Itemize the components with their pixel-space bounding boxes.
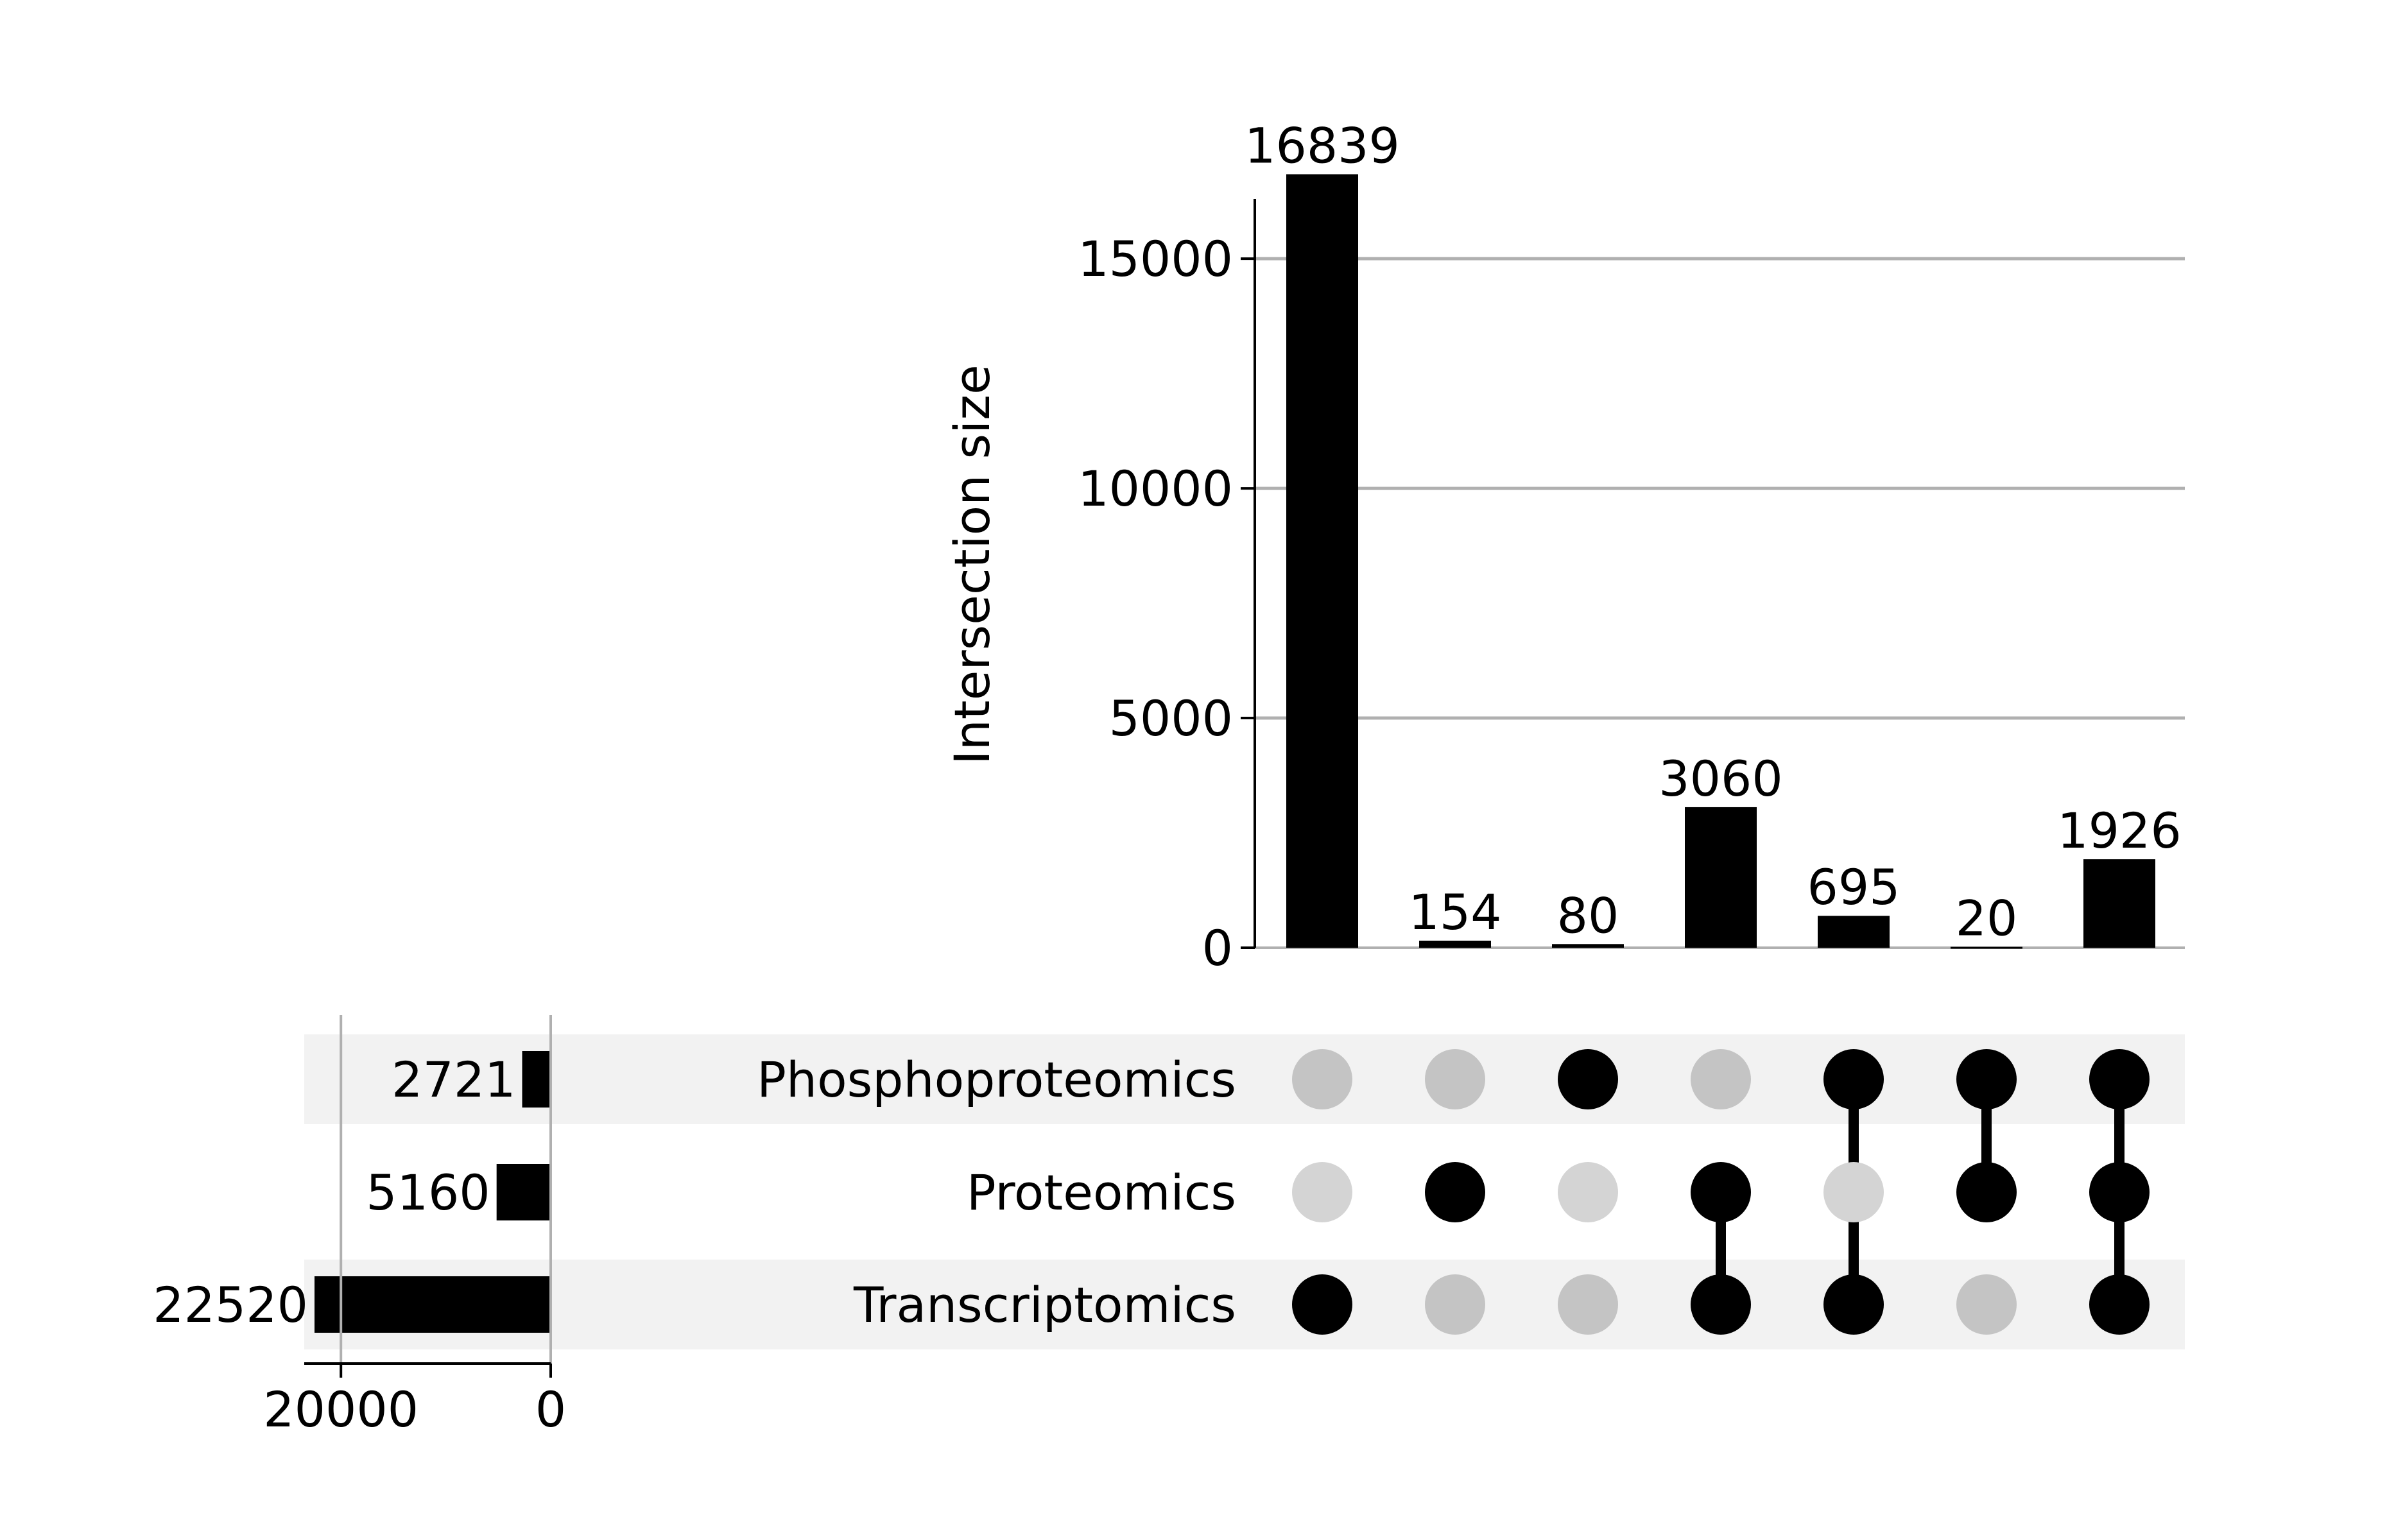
set-size-bar <box>496 1164 551 1220</box>
matrix-row-shading <box>304 1034 2185 1349</box>
active-dot <box>1956 1049 2017 1109</box>
intersection-bar-label: 80 <box>1557 887 1619 944</box>
set-size-label: 2721 <box>392 1051 515 1108</box>
y-tick-label: 5000 <box>1109 690 1233 747</box>
active-dot <box>1823 1049 1884 1109</box>
intersection-bar <box>1286 174 1358 948</box>
set-size-label: 5160 <box>366 1164 490 1221</box>
active-dot <box>1823 1274 1884 1335</box>
set-size-bar <box>315 1276 551 1333</box>
active-dot <box>1425 1162 1485 1222</box>
intersection-bar <box>1685 807 1757 948</box>
set-axis-tick-label: 0 <box>535 1381 566 1438</box>
intersection-bar-label: 1926 <box>2057 802 2181 859</box>
membership-dots <box>1292 1049 2150 1335</box>
inactive-dot <box>1558 1162 1618 1222</box>
inactive-dot <box>1425 1274 1485 1335</box>
y-tick-label: 15000 <box>1078 230 1233 287</box>
inactive-dot <box>1425 1049 1485 1109</box>
intersection-bar-label: 695 <box>1807 859 1900 916</box>
inactive-dot <box>1292 1162 1352 1222</box>
row-shade-transcriptomics <box>304 1260 2185 1349</box>
set-name-label: Phosphoproteomics <box>757 1051 1236 1108</box>
set-size-bar <box>522 1051 551 1108</box>
set-size-labels: 2721 5160 22520 <box>153 1051 515 1333</box>
active-dot <box>2089 1274 2150 1335</box>
intersection-bar <box>2083 859 2155 948</box>
active-dot <box>2089 1049 2150 1109</box>
intersection-bar-label: 20 <box>1956 890 2018 947</box>
set-name-labels: Phosphoproteomics Proteomics Transcriptomi… <box>757 1051 1236 1333</box>
active-dot <box>1691 1274 1751 1335</box>
active-dot <box>2089 1162 2150 1222</box>
intersection-bar <box>1951 946 2022 949</box>
inactive-dot <box>1823 1162 1884 1222</box>
intersection-bars <box>1286 174 2155 949</box>
intersection-size-axis: 0 5000 10000 15000 <box>1078 199 1256 977</box>
set-name-label: Proteomics <box>967 1164 1236 1221</box>
set-size-axis: 20000 0 <box>263 1015 566 1438</box>
active-dot <box>1292 1274 1352 1335</box>
active-dot <box>1558 1049 1618 1109</box>
inactive-dot <box>1956 1274 2017 1335</box>
intersection-bar-label: 3060 <box>1659 750 1782 807</box>
y-tick-label: 10000 <box>1078 460 1233 517</box>
inactive-dot <box>1691 1049 1751 1109</box>
inactive-dot <box>1558 1274 1618 1335</box>
intersection-gridlines <box>1255 257 2185 949</box>
active-dot <box>1956 1162 2017 1222</box>
intersection-bar-label: 16839 <box>1245 117 1400 175</box>
intersection-bar <box>1552 944 1624 948</box>
intersection-bar <box>1419 940 1491 948</box>
active-dot <box>1691 1162 1751 1222</box>
intersection-bar-label: 154 <box>1408 884 1501 941</box>
intersection-bar <box>1818 916 1890 948</box>
set-size-bars <box>315 1051 551 1333</box>
set-size-label: 22520 <box>153 1276 308 1333</box>
intersection-bar-labels: 16839 154 80 3060 695 20 1926 <box>1245 117 2182 947</box>
set-axis-tick-label: 20000 <box>263 1381 418 1438</box>
y-tick-label: 0 <box>1202 920 1233 977</box>
intersection-axis-title: Intersection size <box>944 364 1001 765</box>
set-name-label: Transcriptomics <box>853 1276 1236 1333</box>
row-shade-phosphoproteomics <box>304 1034 2185 1124</box>
inactive-dot <box>1292 1049 1352 1109</box>
